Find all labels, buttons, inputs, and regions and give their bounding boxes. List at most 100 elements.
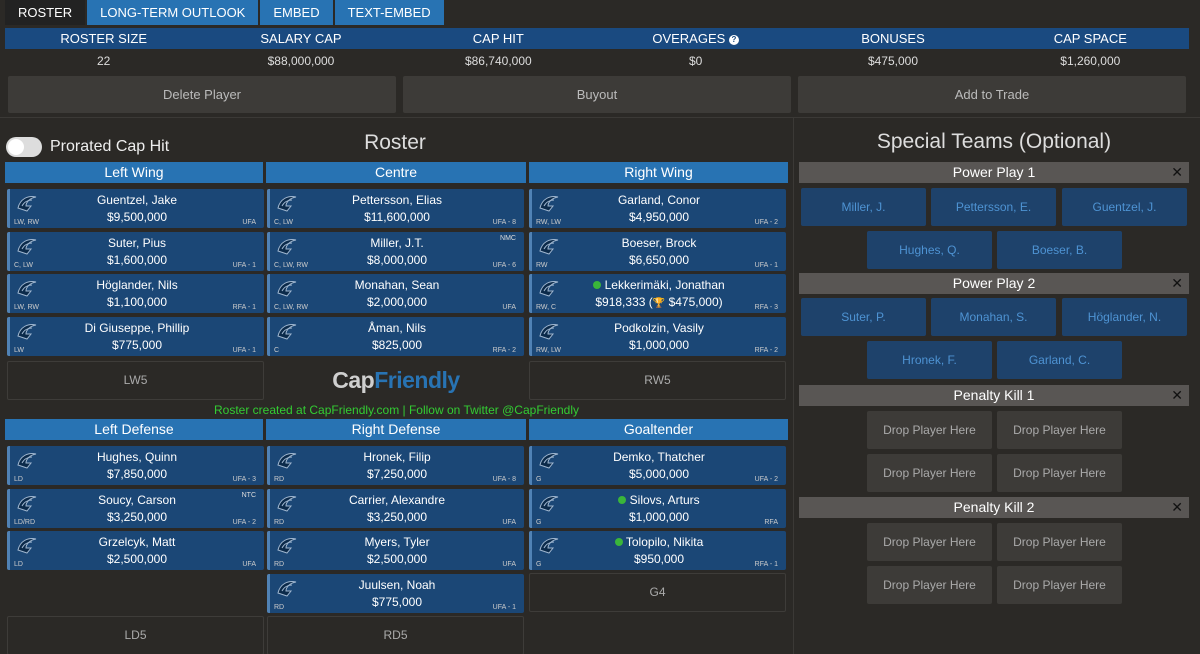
tab-embed[interactable]: Embed <box>260 0 333 25</box>
player-cap-hit: $775,000 <box>111 338 163 352</box>
special-team-player-slot[interactable]: Pettersson, E. <box>931 188 1056 226</box>
drop-player-slot[interactable]: Drop Player Here <box>997 523 1122 561</box>
team-logo-icon <box>276 321 298 341</box>
player-positions: C <box>274 347 280 354</box>
player-name-row: Demko, Thatcher <box>532 450 786 464</box>
special-team-player-slot[interactable]: Hughes, Q. <box>867 231 992 269</box>
add-to-trade-button[interactable]: Add to Trade <box>798 76 1186 113</box>
player-positions: RW, LW <box>536 219 562 226</box>
player-card[interactable]: Åman, Nils $825,000 C RFA - 2 <box>267 317 524 356</box>
player-name: Guentzel, Jake <box>96 193 178 207</box>
drop-player-slot[interactable]: Drop Player Here <box>997 566 1122 604</box>
player-cap-row: $1,100,000 <box>10 295 264 309</box>
player-card[interactable]: Höglander, Nils $1,100,000 LW, RW RFA - 1 <box>7 274 264 313</box>
player-cap-hit: $918,333 <box>595 295 646 309</box>
player-name: Pettersson, Elias <box>351 193 443 207</box>
player-cap-row: $918,333 (🏆 $475,000) <box>595 295 723 309</box>
player-card[interactable]: Suter, Pius $1,600,000 C, LW UFA - 1 <box>7 232 264 271</box>
player-positions: LD <box>14 561 23 568</box>
special-team-player-slot[interactable]: Miller, J. <box>801 188 926 226</box>
player-cap-hit: $7,250,000 <box>366 467 428 481</box>
empty-slot-g4[interactable]: G4 <box>529 573 786 612</box>
empty-slot-rd5[interactable]: RD5 <box>267 616 524 654</box>
delete-player-button[interactable]: Delete Player <box>8 76 396 113</box>
drop-player-slot[interactable]: Drop Player Here <box>997 454 1122 492</box>
close-icon[interactable]: ✕ <box>1171 164 1183 180</box>
player-cap-hit: $11,600,000 <box>364 210 430 224</box>
special-team-player-slot[interactable]: Höglander, N. <box>1062 298 1187 336</box>
tab-long-term-outlook[interactable]: Long-Term Outlook <box>87 0 259 25</box>
player-card[interactable]: Tolopilo, Nikita $950,000 G RFA - 1 <box>529 531 786 570</box>
player-cap-row: $950,000 <box>532 552 786 566</box>
player-bonus: $475,000 <box>668 295 719 309</box>
drop-player-slot[interactable]: Drop Player Here <box>867 411 992 449</box>
special-team-player-slot[interactable]: Guentzel, J. <box>1062 188 1187 226</box>
special-team-player-slot[interactable]: Suter, P. <box>801 298 926 336</box>
capfriendly-logo: Cap Friendly <box>267 361 525 400</box>
player-cap-hit: $2,500,000 <box>366 552 428 566</box>
player-card[interactable]: Grzelcyk, Matt $2,500,000 LD UFA <box>7 531 264 570</box>
player-positions: RW <box>536 262 548 269</box>
player-contract: RFA - 2 <box>492 347 516 354</box>
player-positions: RD <box>274 604 285 611</box>
player-name: Carrier, Alexandre <box>348 493 446 507</box>
player-card[interactable]: Myers, Tyler $2,500,000 RD UFA <box>267 531 524 570</box>
drop-player-slot[interactable]: Drop Player Here <box>867 523 992 561</box>
section-title: Power Play 2 <box>952 275 1036 291</box>
player-name-row: Guentzel, Jake <box>10 193 264 207</box>
player-name-row: Boeser, Brock <box>532 236 786 250</box>
player-card[interactable]: Juulsen, Noah $775,000 RD UFA - 1 <box>267 574 524 613</box>
empty-slot-rw5[interactable]: RW5 <box>529 361 786 400</box>
summary-value-cap-hit: $86,740,000 <box>464 54 532 68</box>
player-name-row: Lekkerimäki, Jonathan <box>532 278 786 292</box>
empty-slot-ld5[interactable]: LD5 <box>7 616 264 654</box>
tab-text-embed[interactable]: Text-Embed <box>334 0 444 25</box>
player-card[interactable]: Di Giuseppe, Phillip $775,000 LW UFA - 1 <box>7 317 264 356</box>
player-card[interactable]: Boeser, Brock $6,650,000 RW UFA - 1 <box>529 232 786 271</box>
drop-player-slot[interactable]: Drop Player Here <box>997 411 1122 449</box>
drop-player-slot[interactable]: Drop Player Here <box>867 566 992 604</box>
team-logo-icon <box>276 278 298 298</box>
prorated-cap-hit-toggle[interactable] <box>6 137 42 157</box>
close-icon[interactable]: ✕ <box>1171 499 1183 515</box>
player-card[interactable]: Podkolzin, Vasily $1,000,000 RW, LW RFA - 2 <box>529 317 786 356</box>
buyout-button[interactable]: Buyout <box>403 76 791 113</box>
special-team-player-slot[interactable]: Hronek, F. <box>867 341 992 379</box>
special-team-player-slot[interactable]: Garland, C. <box>997 341 1122 379</box>
player-card[interactable]: Hughes, Quinn $7,850,000 LD UFA - 3 <box>7 446 264 485</box>
player-cap-row: $4,950,000 <box>532 210 786 224</box>
player-card[interactable]: Miller, J.T. $8,000,000 C, LW, RW UFA - 6 NM… <box>267 232 524 271</box>
player-name: Silovs, Arturs <box>629 493 700 507</box>
tab-roster[interactable]: Roster <box>5 0 86 25</box>
close-icon[interactable]: ✕ <box>1171 275 1183 291</box>
player-card[interactable]: Hronek, Filip $7,250,000 RD UFA - 8 <box>267 446 524 485</box>
player-card[interactable]: Monahan, Sean $2,000,000 C, LW, RW UFA <box>267 274 524 313</box>
player-card[interactable]: Demko, Thatcher $5,000,000 G UFA - 2 <box>529 446 786 485</box>
player-card[interactable]: Silovs, Arturs $1,000,000 G RFA <box>529 489 786 528</box>
team-logo-icon <box>538 535 560 555</box>
player-positions: RD <box>274 476 285 483</box>
player-card[interactable]: Soucy, Carson $3,250,000 LD/RD UFA - 2 NTC <box>7 489 264 528</box>
player-card[interactable]: Garland, Conor $4,950,000 RW, LW UFA - 2 <box>529 189 786 228</box>
player-name: Di Giuseppe, Phillip <box>84 321 190 335</box>
player-cap-row: $7,850,000 <box>10 467 264 481</box>
close-icon[interactable]: ✕ <box>1171 387 1183 403</box>
overages-label: Overages <box>652 31 726 46</box>
empty-slot-lw5[interactable]: LW5 <box>7 361 264 400</box>
player-card[interactable]: Pettersson, Elias $11,600,000 C, LW UFA - 8 <box>267 189 524 228</box>
player-contract: UFA - 1 <box>232 347 256 354</box>
special-team-player-slot[interactable]: Boeser, B. <box>997 231 1122 269</box>
drop-player-slot[interactable]: Drop Player Here <box>867 454 992 492</box>
player-cap-row: $2,000,000 <box>270 295 524 309</box>
summary-label-roster-size: Roster Size <box>60 31 147 46</box>
special-team-player-slot[interactable]: Monahan, S. <box>931 298 1056 336</box>
help-icon[interactable]: ? <box>728 35 739 45</box>
player-positions: RD <box>274 519 285 526</box>
player-card[interactable]: Guentzel, Jake $9,500,000 LW, RW UFA <box>7 189 264 228</box>
player-cap-row: $3,250,000 <box>10 510 264 524</box>
player-card[interactable]: Lekkerimäki, Jonathan $918,333 (🏆 $475,00… <box>529 274 786 313</box>
section-power-play-2: Power Play 2 ✕ <box>799 273 1189 294</box>
divider <box>0 117 1200 118</box>
player-card[interactable]: Carrier, Alexandre $3,250,000 RD UFA <box>267 489 524 528</box>
player-cap-hit: $1,100,000 <box>106 295 168 309</box>
